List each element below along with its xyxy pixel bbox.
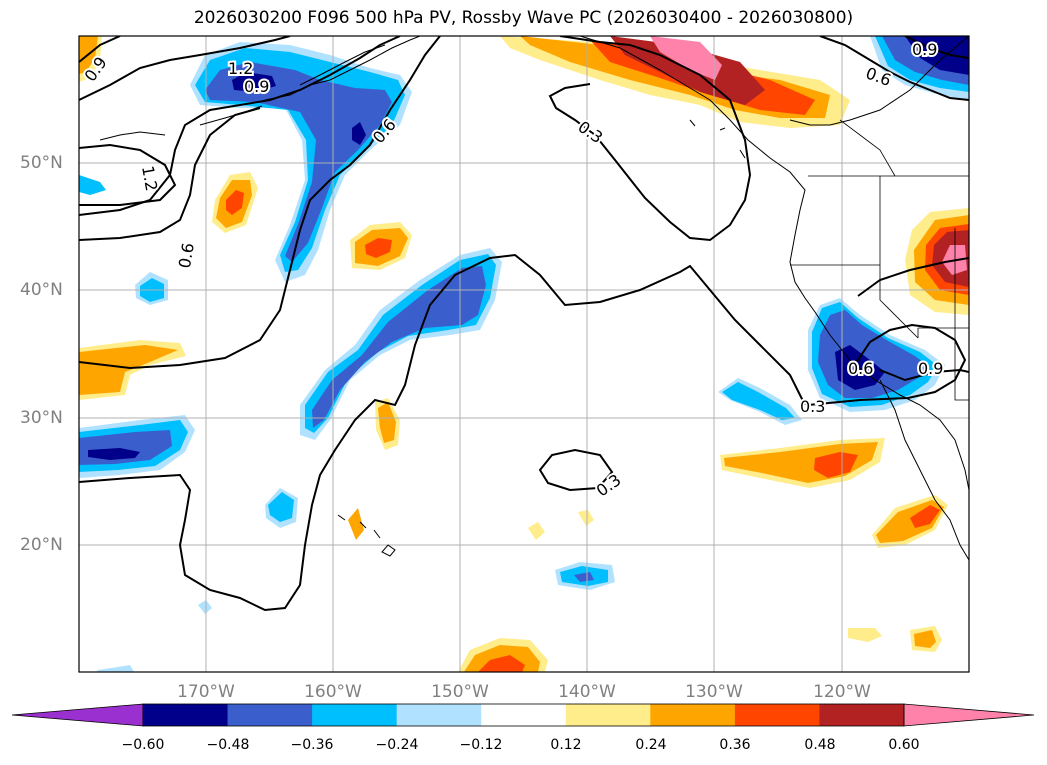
colorbar-tick: −0.36 [290,737,334,753]
lon-label-170w: 170°W [177,682,235,702]
contour-label: 0.9 [912,40,937,59]
contour-label: 1.2 [138,164,161,192]
lat-label-50n: 50°N [20,153,63,173]
contour-label: 0.6 [848,359,873,378]
lat-label-30n: 30°N [20,408,63,428]
us-state-borders [790,119,969,401]
map-panel: 1.2 0.9 0.6 0.3 0.3 0.3 0.6 0.9 0.9 0.6 … [78,35,970,673]
colorbar-tick: 0.12 [550,737,582,753]
contour-label: 1.2 [228,59,253,78]
colorbar-cell [227,704,313,726]
colorbar-cell [396,704,482,726]
colorbar-cell [734,704,820,726]
gridlines [79,36,969,672]
colorbar-cell [481,704,567,726]
colorbar-cell [312,704,398,726]
negative-anomaly-fills [79,36,969,672]
map-frame [78,35,970,673]
colorbar-cell [143,704,229,726]
colorbar-tick: 0.24 [635,737,667,753]
colorbar-tick: −0.48 [206,737,250,753]
contour-label: 0.9 [918,359,943,378]
colorbar-tick: 0.36 [719,737,751,753]
pv-contours [79,36,969,612]
colorbar [11,703,1035,727]
colorbar-extend-low [11,703,144,727]
lon-label-160w: 160°W [304,682,362,702]
colorbar-tick: −0.60 [121,737,165,753]
colorbar-tick: 0.60 [888,737,920,753]
colorbar-cell [819,704,905,726]
contour-label: 0.3 [800,397,825,416]
lon-label-150w: 150°W [431,682,489,702]
colorbar-tick: 0.48 [804,737,836,753]
contour-label: 0.9 [244,77,269,96]
lat-label-20n: 20°N [20,535,63,555]
lon-label-140w: 140°W [558,682,616,702]
colorbar-frame [142,703,905,727]
lat-label-40n: 40°N [20,280,63,300]
colorbar-tick: −0.24 [375,737,419,753]
colorbar-cell [565,704,651,726]
colorbar-tick: −0.12 [459,737,503,753]
lon-label-130w: 130°W [685,682,743,702]
colorbar-extend-high [903,703,1035,727]
lon-label-120w: 120°W [813,682,871,702]
colorbar-cell [650,704,736,726]
map-title: 2026030200 F096 500 hPa PV, Rossby Wave … [193,8,854,28]
